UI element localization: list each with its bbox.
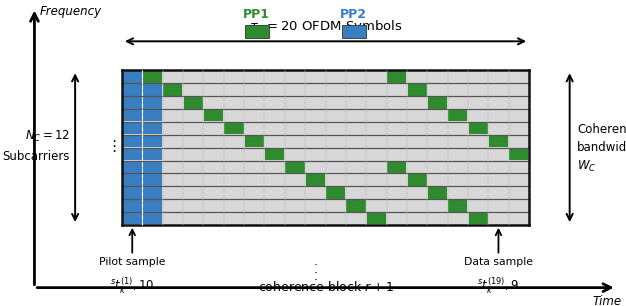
Bar — [509, 148, 528, 160]
Bar — [468, 122, 488, 134]
Bar — [123, 122, 141, 134]
Bar — [204, 110, 223, 121]
Bar — [143, 110, 162, 121]
Bar — [143, 122, 162, 134]
Text: .: . — [314, 271, 317, 283]
Text: ${}^st_k^{(1)},10$: ${}^st_k^{(1)},10$ — [110, 275, 155, 296]
Bar — [387, 161, 406, 173]
Bar — [408, 174, 426, 186]
Text: PP2: PP2 — [340, 8, 367, 21]
Text: $\tau_C = 20$ OFDM Symbols: $\tau_C = 20$ OFDM Symbols — [249, 17, 403, 35]
Bar — [123, 187, 141, 199]
Bar — [143, 135, 162, 147]
Bar — [326, 187, 346, 199]
Bar — [123, 148, 141, 160]
Bar — [163, 84, 183, 96]
Bar — [123, 71, 141, 83]
Text: $W_C$: $W_C$ — [577, 159, 597, 174]
Bar — [123, 135, 141, 147]
Bar — [143, 71, 162, 83]
Text: Pilot sample: Pilot sample — [99, 257, 165, 267]
Bar — [285, 161, 304, 173]
Bar — [367, 212, 386, 225]
Bar — [468, 212, 488, 225]
Text: $N_C = 12$: $N_C = 12$ — [25, 129, 70, 144]
Bar — [143, 161, 162, 173]
Bar — [387, 71, 406, 83]
Bar — [428, 187, 447, 199]
Bar — [408, 84, 426, 96]
Bar — [143, 148, 162, 160]
Bar — [428, 97, 447, 109]
Bar — [143, 212, 162, 225]
Text: Subcarriers: Subcarriers — [3, 150, 70, 163]
Text: bandwidth: bandwidth — [577, 141, 626, 154]
Text: Coherence: Coherence — [577, 123, 626, 136]
Bar — [143, 174, 162, 186]
Bar — [305, 174, 325, 186]
Text: coherence block $r+1$: coherence block $r+1$ — [258, 280, 393, 294]
Bar — [448, 200, 467, 211]
Bar — [489, 135, 508, 147]
Text: Data sample: Data sample — [464, 257, 533, 267]
Bar — [265, 148, 284, 160]
Bar — [123, 110, 141, 121]
Bar — [245, 135, 264, 147]
Bar — [342, 25, 366, 38]
Bar — [184, 97, 203, 109]
Text: .: . — [314, 255, 317, 268]
Bar — [143, 200, 162, 211]
Bar — [123, 161, 141, 173]
Text: $\vdots$: $\vdots$ — [106, 138, 116, 154]
Text: ${}^st_k^{(19)},9$: ${}^st_k^{(19)},9$ — [478, 275, 520, 296]
Bar — [347, 200, 366, 211]
Bar — [123, 212, 141, 225]
Text: PP1: PP1 — [243, 8, 270, 21]
Bar — [122, 70, 529, 225]
Bar — [123, 84, 141, 96]
Bar — [143, 97, 162, 109]
Bar — [245, 25, 269, 38]
Bar — [448, 110, 467, 121]
Text: .: . — [314, 263, 317, 276]
Bar — [123, 174, 141, 186]
Bar — [123, 200, 141, 211]
Bar — [123, 97, 141, 109]
Bar — [143, 84, 162, 96]
Text: Time: Time — [592, 295, 622, 306]
Bar — [143, 187, 162, 199]
Bar — [224, 122, 244, 134]
Text: Frequency: Frequency — [39, 5, 101, 17]
Bar — [143, 71, 162, 83]
